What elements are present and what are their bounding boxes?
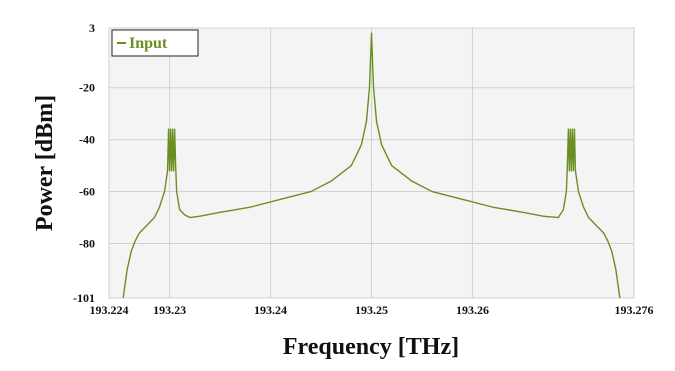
legend-label: Input (129, 35, 168, 52)
x-tick-label: 193.23 (153, 303, 186, 317)
x-tick-label: 193.224 (90, 303, 129, 317)
x-tick-label: 193.276 (615, 303, 654, 317)
y-axis-title: Power [dBm] (32, 95, 58, 231)
legend: Input (111, 29, 199, 57)
x-tick-label: 193.26 (456, 303, 489, 317)
y-tick-label: 3 (89, 21, 95, 35)
y-tick-label: -40 (79, 133, 95, 147)
axis-ticks: 193.224 193.23 193.24 193.25 193.26 193.276 3 -… (73, 21, 654, 317)
legend-box (111, 29, 199, 57)
series-line-input (122, 32, 621, 299)
y-tick-label: -20 (79, 81, 95, 95)
x-tick-label: 193.24 (254, 303, 287, 317)
x-axis-title: Frequency [THz] (283, 334, 459, 360)
y-tick-label: -80 (79, 236, 95, 250)
y-tick-label: -60 (79, 185, 95, 199)
grid-lines (108, 27, 635, 299)
x-tick-label: 193.25 (355, 303, 388, 317)
y-tick-label: -101 (73, 291, 95, 305)
